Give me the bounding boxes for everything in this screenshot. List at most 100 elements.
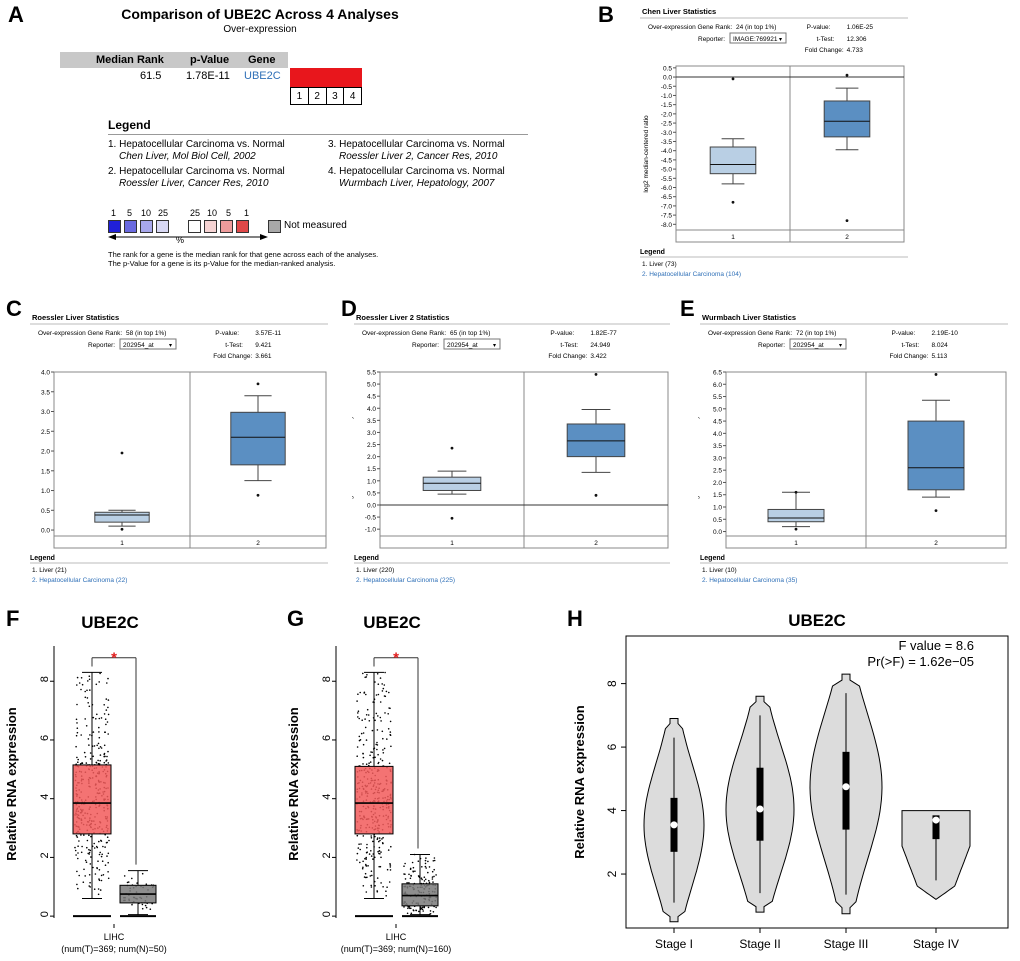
data-point: [377, 715, 379, 717]
legend-num: 2.: [108, 166, 117, 177]
x-sublabel: (num(T)=369; num(N)=160): [341, 944, 452, 954]
data-point: [388, 881, 391, 883]
data-point: [386, 886, 388, 888]
data-point: [80, 734, 82, 736]
data-point: [414, 870, 416, 872]
data-point: [417, 860, 420, 862]
data-point: [418, 910, 420, 913]
data-point: [385, 690, 388, 693]
violin-box: [932, 815, 940, 840]
panel-label-d: D: [341, 296, 357, 321]
data-point: [376, 877, 379, 879]
outlier-point: [256, 382, 260, 386]
scale-swatch: [204, 220, 217, 233]
x-label: LIHC: [386, 932, 407, 942]
data-point: [404, 878, 407, 880]
data-point: [107, 762, 110, 764]
data-point: [376, 890, 378, 892]
data-point: [364, 872, 367, 875]
legend-entry-4: 4. Hepatocellular Carcinoma vs. Normal W…: [328, 166, 505, 190]
data-point: [365, 693, 367, 696]
data-point: [357, 847, 360, 849]
legend-text: Hepatocellular Carcinoma vs. Normal: [119, 139, 285, 150]
data-point: [425, 857, 427, 859]
rank-note: The rank for a gene is the median rank f…: [108, 250, 379, 259]
violin-median: [756, 805, 764, 813]
data-point: [123, 875, 126, 877]
data-point: [98, 681, 100, 683]
rank-value: 24 (in top 1%): [736, 24, 776, 31]
violin-median: [932, 816, 940, 824]
fc-label: Fold Change:: [213, 353, 252, 360]
data-point: [365, 739, 368, 741]
data-point: [359, 848, 361, 851]
scale-label: 10: [141, 208, 152, 218]
scale-swatch: [108, 220, 121, 233]
outlier-point: [256, 493, 260, 497]
data-point: [144, 904, 147, 907]
data-point: [421, 908, 424, 911]
data-point: [86, 846, 88, 849]
y-tick-label: 0.0: [663, 75, 672, 82]
data-point: [95, 718, 97, 720]
data-point: [378, 837, 381, 839]
data-point: [390, 745, 392, 748]
data-point: [75, 734, 78, 737]
data-point: [365, 856, 367, 859]
data-point: [408, 882, 410, 884]
legend-item-2: 2. Hepatocellular Carcinoma (35): [702, 577, 797, 584]
gene-link[interactable]: UBE2C: [244, 70, 281, 82]
outlier-point: [594, 373, 598, 376]
data-point: [93, 847, 96, 849]
data-point: [84, 696, 87, 699]
y-tick-label: 5.5: [713, 394, 722, 401]
data-point: [433, 859, 436, 862]
data-point: [409, 877, 412, 880]
data-point: [432, 860, 435, 862]
x-sublabel: (num(T)=369; num(N)=50): [61, 944, 167, 954]
y-tick-label: -6.5: [661, 194, 673, 201]
data-point: [90, 835, 92, 838]
data-point: [77, 758, 79, 761]
y-tick-label: 4.5: [367, 394, 376, 401]
data-point: [385, 895, 387, 897]
data-point: [372, 858, 374, 860]
y-tick-label: 2: [321, 852, 333, 858]
data-point: [403, 865, 405, 867]
rank-label: Over-expression Gene Rank:: [38, 330, 122, 337]
data-point: [98, 726, 100, 729]
reporter-select: [729, 32, 787, 44]
data-point: [362, 835, 365, 837]
data-point: [107, 713, 110, 716]
pval-label: P-value:: [891, 330, 915, 337]
data-point: [376, 837, 379, 839]
pval-label: P-value:: [550, 330, 574, 337]
data-point: [361, 719, 363, 721]
data-point: [84, 875, 86, 877]
data-point: [145, 883, 148, 885]
data-point: [88, 885, 90, 887]
fc-label: Fold Change:: [548, 353, 587, 360]
data-point: [376, 748, 378, 751]
data-point: [98, 763, 101, 765]
cell-index: 1: [290, 87, 309, 105]
y-tick-label: 3.0: [713, 455, 722, 462]
data-point: [435, 874, 437, 876]
fc-label: Fold Change:: [805, 47, 844, 54]
legend-item-1: 1. Liver (21): [32, 567, 67, 574]
ttest-value: 8.024: [931, 342, 948, 349]
cell-index: 4: [344, 87, 362, 105]
data-point: [93, 842, 95, 845]
data-point: [382, 687, 385, 690]
data-point: [424, 865, 427, 868]
pval-label: P-value:: [807, 24, 831, 31]
outlier-point: [450, 446, 454, 450]
data-point: [427, 871, 429, 874]
y-tick-label: 4: [321, 794, 333, 800]
data-point: [381, 759, 384, 762]
reporter-label: Reporter:: [412, 342, 439, 349]
data-point: [106, 855, 108, 857]
data-point: [378, 846, 381, 849]
data-point: [412, 866, 415, 869]
data-point: [89, 863, 92, 865]
